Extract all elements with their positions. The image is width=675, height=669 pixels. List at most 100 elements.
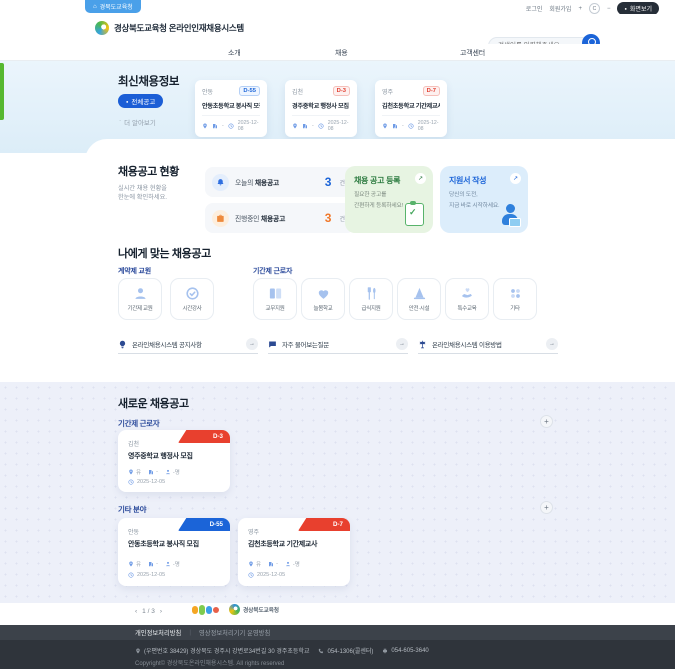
stat-value: 3 [324, 175, 332, 189]
status-subtitle: 실시간 채용 현황을 [118, 185, 167, 192]
register-title: 채용 공고 등록 [354, 176, 401, 185]
person-icon [285, 561, 290, 567]
arrow-right-icon: → [546, 338, 558, 350]
dday-ribbon: D-7 [298, 518, 350, 531]
new-posting-card[interactable]: D-3 김천 영주중학교 행정사 모집 유 - -명 2025-12-05 [118, 430, 230, 492]
building-icon [149, 562, 154, 567]
guide-link[interactable]: 온라인채용시스템 이용방법 → [418, 335, 558, 354]
category-tile-office-support[interactable]: 교무지원 [253, 278, 297, 320]
lightbulb-icon [119, 340, 126, 348]
hero-more-label: 더 알아보기 [124, 120, 156, 127]
faq-link[interactable]: 자주 물어보는질문 → [268, 335, 408, 354]
bell-icon [212, 173, 229, 191]
privacy-policy-link[interactable]: 개인정보처리방침 [135, 630, 182, 637]
clipboard-illustration [405, 201, 424, 226]
clock-icon [228, 123, 234, 129]
tile-label: 특수교육 [457, 306, 477, 312]
category-tile-etc[interactable]: 기타 [493, 278, 537, 320]
category-tile-hourly-lecturer[interactable]: 시간강사 [170, 278, 214, 320]
font-zoom-in-button[interactable]: + [578, 5, 582, 12]
pin-icon [129, 469, 133, 475]
font-reset-button[interactable]: C [588, 3, 600, 14]
expand-etc-button[interactable]: + [540, 501, 553, 514]
link-label: 온라인채용시스템 공지사항 [132, 342, 202, 349]
notice-link[interactable]: 온라인채용시스템 공지사항 → [118, 335, 258, 354]
utility-bar: ⌂ 경북도교육청 로그인 회원가입 + C − ● 화면보기 [0, 0, 675, 15]
meta-dash: - [312, 123, 314, 129]
tile-label: 늘봄학교 [313, 306, 333, 312]
new-postings-title: 새로운 채용공고 [118, 398, 189, 410]
category-tile-neulbom-school[interactable]: 늘봄학교 [301, 278, 345, 320]
new-posting-card[interactable]: D-7 영주 김천초등학교 기간제교사 유 - -명 2025-12-05 [238, 518, 350, 586]
pager-prev-button[interactable]: ‹ [135, 608, 138, 615]
home-tab[interactable]: ⌂ 경북도교육청 [85, 0, 141, 13]
clock-icon [248, 572, 254, 578]
posting-region: 영주 [248, 530, 260, 536]
card-top: 영주 D-7 [382, 86, 440, 96]
tile-label: 기타 [510, 306, 520, 312]
latest-posting-card[interactable]: 영주 D-7 김천초등학교 기간제교사 - 2025-12-08 [375, 80, 447, 137]
nav-item-recruit[interactable]: 채용 [335, 50, 348, 57]
utensils-icon [367, 287, 376, 300]
status-section-title: 채용공고 현황 [118, 166, 179, 178]
write-application-card[interactable]: 지원서 작성 ↗ 당신의 도전, 지금 바로 시작하세요. [440, 166, 528, 233]
person-icon [165, 469, 170, 475]
hero-accent-bar [0, 63, 4, 120]
briefcase-icon [212, 209, 229, 227]
pin-icon [383, 123, 387, 129]
apply-line: 지금 바로 시작하세요. [449, 203, 500, 209]
nav-item-support[interactable]: 고객센터 [460, 50, 485, 57]
register-posting-card[interactable]: 채용 공고 등록 ↗ 필요한 공고를 간편하게 등록하세요! [345, 166, 433, 233]
new-posting-card[interactable]: D-55 안동 안동초등학교 봉사직 모집 유 - -명 2025-12-05 [118, 518, 230, 586]
category-tile-meal-service[interactable]: 급식지원 [349, 278, 393, 320]
utility-links: 로그인 회원가입 + C − ● 화면보기 [526, 2, 659, 15]
hero-title: 최신채용정보 [118, 76, 180, 88]
posting-region: 안동 [202, 89, 214, 96]
posting-date: 2025-12-05 [128, 479, 165, 485]
category-tile-term-teacher[interactable]: 기간제 교원 [118, 278, 162, 320]
pager-next-button[interactable]: › [159, 608, 162, 615]
expand-term-workers-button[interactable]: + [540, 415, 553, 428]
dday-badge: D-7 [422, 86, 440, 96]
posting-region: 김천 [292, 89, 304, 96]
posting-date: 2025-12-08 [417, 120, 439, 132]
card-top: 안동 D-55 [202, 86, 260, 96]
cctv-policy-link[interactable]: 영상정보처리기기 운영방침 [199, 630, 271, 637]
apply-title: 지원서 작성 [449, 176, 487, 185]
login-link[interactable]: 로그인 [525, 7, 543, 13]
posting-date: 2025-12-08 [237, 120, 259, 132]
hero-more-link[interactable]: · 더 알아보기 [119, 117, 156, 127]
font-zoom-out-button[interactable]: − [606, 5, 611, 12]
join-link[interactable]: 회원가입 [549, 7, 572, 13]
site-logo[interactable]: 경상북도교육청 온라인인재채용시스템 [95, 21, 244, 35]
dday-badge: D-3 [332, 86, 350, 96]
stat-value: 3 [324, 211, 332, 225]
accessibility-label: 화면보기 [629, 7, 652, 13]
clock-check-icon [185, 287, 199, 300]
building-icon [269, 562, 274, 567]
latest-posting-card[interactable]: 김천 D-3 경주중학교 행정사 모집 - 2025-12-08 [285, 80, 357, 137]
meta-dash: - [402, 123, 404, 129]
accessibility-button[interactable]: ● 화면보기 [617, 2, 659, 15]
dots-grid-icon [510, 289, 520, 298]
carousel-pager: ‹ 1 / 3 › [135, 608, 162, 615]
tile-label: 급식지원 [361, 306, 381, 312]
nav-item-intro[interactable]: 소개 [228, 50, 241, 57]
group-label-term-workers: 기간제 근로자 [253, 268, 293, 275]
posting-meta: 유 - -명 [128, 560, 180, 568]
accessibility-dot-icon: ● [624, 5, 627, 11]
link-label: 온라인채용시스템 이용방법 [432, 342, 502, 349]
home-tab-label: 경북도교육청 [99, 5, 133, 11]
stat-unit: 건 [339, 180, 345, 187]
category-tile-special-education[interactable]: 특수교육 [445, 278, 489, 320]
posting-region: 김천 [128, 442, 140, 448]
clock-icon [128, 572, 134, 578]
category-tile-safety-facility[interactable]: 안전·시설 [397, 278, 441, 320]
tile-label: 시간강사 [182, 306, 202, 312]
logo-swirl-icon [95, 21, 109, 35]
all-postings-button[interactable]: ● 전체공고 [118, 94, 164, 108]
latest-posting-card[interactable]: 안동 D-55 안동초등학교 봉사직 모집 - 2025-12-08 [195, 80, 267, 137]
fax-icon [383, 648, 388, 653]
arrow-ne-icon: ↗ [510, 173, 521, 184]
